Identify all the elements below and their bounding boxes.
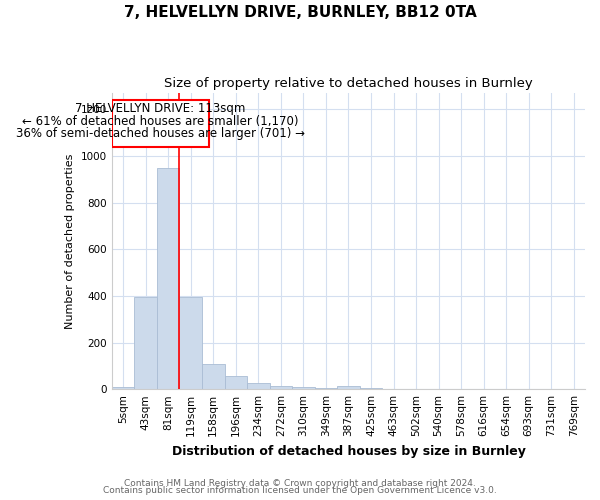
- Text: Contains HM Land Registry data © Crown copyright and database right 2024.: Contains HM Land Registry data © Crown c…: [124, 478, 476, 488]
- FancyBboxPatch shape: [112, 100, 209, 146]
- Title: Size of property relative to detached houses in Burnley: Size of property relative to detached ho…: [164, 78, 533, 90]
- Bar: [202, 364, 224, 389]
- Bar: [269, 386, 292, 389]
- Bar: [157, 168, 179, 389]
- Bar: [134, 297, 157, 389]
- Bar: [337, 386, 360, 389]
- Bar: [360, 388, 382, 389]
- Text: ← 61% of detached houses are smaller (1,170): ← 61% of detached houses are smaller (1,…: [22, 114, 299, 128]
- Text: 7, HELVELLYN DRIVE, BURNLEY, BB12 0TA: 7, HELVELLYN DRIVE, BURNLEY, BB12 0TA: [124, 5, 476, 20]
- Text: 7 HELVELLYN DRIVE: 113sqm: 7 HELVELLYN DRIVE: 113sqm: [75, 102, 245, 116]
- Bar: [247, 384, 269, 389]
- Bar: [314, 388, 337, 389]
- Bar: [112, 387, 134, 389]
- Text: Contains public sector information licensed under the Open Government Licence v3: Contains public sector information licen…: [103, 486, 497, 495]
- Bar: [179, 297, 202, 389]
- Bar: [292, 388, 314, 389]
- Y-axis label: Number of detached properties: Number of detached properties: [65, 154, 75, 329]
- X-axis label: Distribution of detached houses by size in Burnley: Distribution of detached houses by size …: [172, 444, 526, 458]
- Bar: [224, 376, 247, 389]
- Text: 36% of semi-detached houses are larger (701) →: 36% of semi-detached houses are larger (…: [16, 127, 305, 140]
